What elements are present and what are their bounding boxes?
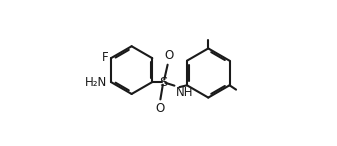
Text: F: F [101,51,108,64]
Text: O: O [155,102,164,115]
Text: O: O [164,49,174,62]
Text: H₂N: H₂N [85,76,108,89]
Text: S: S [159,75,168,88]
Text: NH: NH [176,86,194,99]
